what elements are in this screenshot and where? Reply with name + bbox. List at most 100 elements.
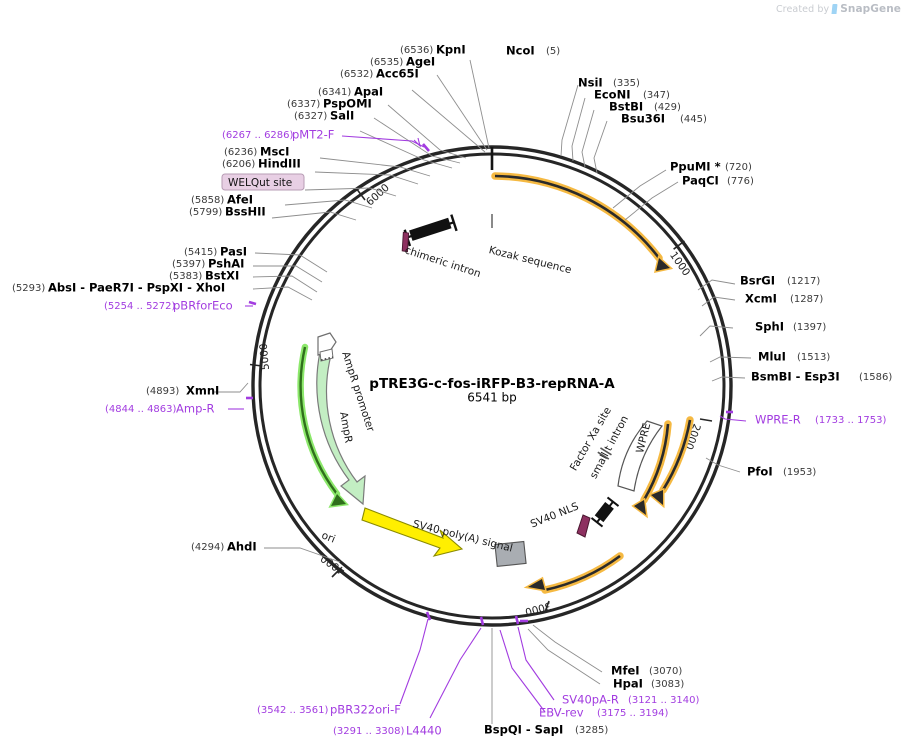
enzyme-label-bsshii[interactable]: (5799) BssHII	[189, 205, 266, 219]
enzyme-label-bspqi-sapi[interactable]: BspQI - SapI (3285)	[484, 723, 608, 737]
enzyme-label-nsii[interactable]: NsiI (335)	[578, 76, 640, 90]
enzyme-pos-kpni: (6536)	[400, 45, 433, 56]
enzyme-pos-msci: (6236)	[224, 147, 257, 158]
enzyme-name-mfei: MfeI	[611, 664, 640, 678]
feature-label-ori: ori	[320, 529, 337, 545]
enzyme-name-acc65i: Acc65I	[376, 67, 419, 81]
enzyme-label-sphi[interactable]: SphI (1397)	[755, 320, 826, 334]
enzyme-name-bsrgi: BsrGI	[740, 274, 775, 288]
primer-label-amp-r[interactable]: (4844 .. 4863) Amp-R	[105, 402, 215, 416]
enzyme-name-kpni: KpnI	[436, 43, 466, 57]
orange-feature-arrows	[491, 172, 694, 594]
enzyme-label-apai[interactable]: (6341) ApaI	[318, 85, 383, 99]
enzyme-pos-ppumi: (720)	[725, 162, 752, 173]
enzyme-label-xcmi[interactable]: XcmI (1287)	[745, 292, 823, 306]
enzyme-pos-bstbi: (429)	[654, 102, 681, 113]
enzyme-pos-sphi: (1397)	[793, 322, 826, 333]
primer-range-amp-r: (4844 .. 4863)	[105, 404, 177, 415]
enzyme-label-hpai[interactable]: HpaI (3083)	[613, 677, 684, 691]
feature-label-chimeric-intron: chimeric intron	[403, 244, 482, 280]
primer-label-pmt2-f[interactable]: (6267 .. 6286) pMT2-F	[222, 128, 334, 142]
enzyme-name-pfoi: PfoI	[747, 465, 773, 479]
feature-label-sv40-nls: SV40 NLS	[529, 500, 581, 530]
enzyme-name-bsmbi-esp3i: BsmBI - Esp3I	[751, 370, 840, 384]
enzyme-label-pspomi[interactable]: (6337) PspOMI	[287, 97, 372, 111]
enzyme-label-bstbi[interactable]: BstBI (429)	[609, 100, 681, 114]
enzyme-pos-bsmbi-esp3i: (1586)	[859, 372, 892, 383]
enzyme-label-bsrgi[interactable]: BsrGI (1217)	[740, 274, 820, 288]
enzyme-name-sali: SalI	[330, 109, 354, 123]
ruler-label-5000: 5000	[258, 343, 272, 371]
welqut-site-badge[interactable]: WELQut site	[221, 173, 305, 191]
enzyme-pos-bstxi: (5383)	[169, 271, 202, 282]
primer-range-pbrforeco: (5254 .. 5272)	[104, 301, 176, 312]
primer-range-wpre-r: (1733 .. 1753)	[815, 415, 887, 426]
enzyme-name-bstxi: BstXI	[205, 269, 239, 283]
orange-arc-right-outer	[648, 416, 694, 509]
enzyme-label-kpni[interactable]: (6536) KpnI	[400, 43, 466, 57]
ampr-region: AmpR promoter AmpR	[297, 332, 377, 508]
enzyme-label-bsu36i[interactable]: Bsu36I (445)	[621, 112, 707, 126]
enzyme-label-pasi[interactable]: (5415) PasI	[184, 245, 247, 259]
primer-name-sv40pa-r: SV40pA-R	[562, 693, 619, 707]
primer-label-l4440[interactable]: (3291 .. 3308) L4440	[333, 724, 442, 738]
enzyme-name-pshai: PshAI	[208, 257, 244, 271]
enzyme-pos-bsshii: (5799)	[189, 207, 222, 218]
enzyme-label-hindiii[interactable]: (6206) HindIII	[222, 157, 301, 171]
enzyme-label-xmni[interactable]: (4893) XmnI	[146, 384, 219, 398]
ruler-tick-5000: 5000	[249, 343, 272, 371]
enzyme-label-paqci[interactable]: PaqCI (776)	[682, 174, 754, 188]
primer-label-wpre-r[interactable]: WPRE-R (1733 .. 1753)	[755, 413, 887, 427]
welqut-site-label: WELQut site	[228, 177, 292, 189]
enzyme-label-mfei[interactable]: MfeI (3070)	[611, 664, 682, 678]
chimeric-intron-feature: chimeric intron	[401, 214, 482, 280]
enzyme-name-ppumi: PpuMI *	[670, 160, 721, 174]
enzyme-label-agei[interactable]: (6535) AgeI	[370, 55, 435, 69]
enzyme-pos-xcmi: (1287)	[790, 294, 823, 305]
primer-label-pbr322ori-f[interactable]: (3542 .. 3561) pBR322ori-F	[257, 703, 401, 717]
primer-range-pmt2-f: (6267 .. 6286)	[222, 130, 294, 141]
enzyme-label-sali[interactable]: (6327) SalI	[294, 109, 354, 123]
enzyme-pos-apai: (6341)	[318, 87, 351, 98]
enzyme-label-pfoi[interactable]: PfoI (1953)	[747, 465, 816, 479]
enzyme-pos-sali: (6327)	[294, 111, 327, 122]
enzyme-label-bstxi[interactable]: (5383) BstXI	[169, 269, 239, 283]
ruler-label-6000: 6000	[364, 182, 392, 209]
enzyme-label-absi-group[interactable]: (5293) AbsI - PaeR7I - PspXI - XhoI	[12, 281, 225, 295]
primer-label-pbrforeco[interactable]: (5254 .. 5272) pBRforEco	[104, 299, 233, 313]
enzyme-name-econi: EcoNI	[594, 88, 630, 102]
enzyme-label-bsmbi-esp3i[interactable]: BsmBI - Esp3I (1586)	[751, 370, 892, 384]
feature-label-kozak-sequence: Kozak sequence	[488, 244, 573, 276]
enzyme-name-bsshii: BssHII	[225, 205, 266, 219]
enzyme-label-ppumi[interactable]: PpuMI * (720)	[670, 160, 752, 174]
enzyme-label-afei[interactable]: (5858) AfeI	[191, 193, 253, 207]
ori-feature: ori	[320, 507, 464, 557]
enzyme-pos-pshai: (5397)	[172, 259, 205, 270]
orange-arc-top	[491, 172, 674, 273]
enzyme-name-agei: AgeI	[406, 55, 435, 69]
labels-right: NcoI (5) NsiI (335) EcoNI (347) BstBI (4…	[506, 44, 892, 479]
primer-name-amp-r: Amp-R	[176, 402, 215, 416]
enzyme-name-afei: AfeI	[227, 193, 253, 207]
enzyme-label-econi[interactable]: EcoNI (347)	[594, 88, 670, 102]
enzyme-label-msci[interactable]: (6236) MscI	[224, 145, 289, 159]
enzyme-label-ahdi[interactable]: (4294) AhdI	[191, 540, 257, 554]
primer-label-ebv-rev[interactable]: EBV-rev (3175 .. 3194)	[539, 706, 669, 720]
enzyme-label-acc65i[interactable]: (6532) Acc65I	[340, 67, 419, 81]
enzyme-pos-bspqi-sapi: (3285)	[575, 725, 608, 736]
primer-name-pbr322ori-f: pBR322ori-F	[330, 703, 401, 717]
primer-label-sv40pa-r[interactable]: SV40pA-R (3121 .. 3140)	[562, 693, 700, 707]
primer-range-ebv-rev: (3175 .. 3194)	[597, 708, 669, 719]
feature-label-ampr: AmpR	[337, 411, 354, 444]
enzyme-pos-paqci: (776)	[727, 176, 754, 187]
enzyme-label-pshai[interactable]: (5397) PshAI	[172, 257, 244, 271]
ruler-tick-3000: 3000	[524, 599, 553, 618]
enzyme-label-mlui[interactable]: MluI (1513)	[758, 350, 830, 364]
enzyme-pos-mlui: (1513)	[797, 352, 830, 363]
orange-arc-right-inner	[631, 420, 672, 519]
labels-left: (5415) PasI (5397) PshAI (5383) BstXI (5…	[12, 245, 257, 554]
enzyme-name-pasi: PasI	[220, 245, 247, 259]
enzyme-label-ncoi[interactable]: NcoI (5)	[506, 44, 560, 58]
primer-name-ebv-rev: EBV-rev	[539, 706, 584, 720]
